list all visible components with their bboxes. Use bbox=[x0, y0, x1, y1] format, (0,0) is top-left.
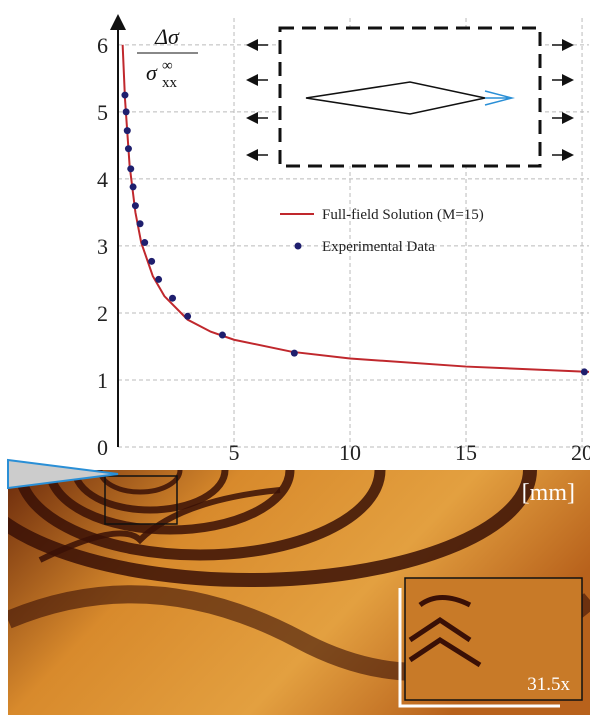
data-point bbox=[148, 257, 156, 265]
data-point bbox=[129, 183, 137, 191]
y-tick-label: 2 bbox=[97, 301, 108, 326]
data-point bbox=[127, 165, 135, 173]
data-point bbox=[184, 312, 192, 320]
x-tick-label: 20 bbox=[571, 440, 590, 465]
legend-swatch bbox=[294, 242, 302, 250]
y-label-sub: xx bbox=[162, 75, 178, 91]
data-point bbox=[580, 368, 588, 376]
data-point bbox=[290, 349, 298, 357]
loading-schematic bbox=[246, 26, 574, 168]
y-tick-label: 4 bbox=[97, 167, 108, 192]
y-tick-label: 3 bbox=[97, 234, 108, 259]
data-point bbox=[218, 331, 226, 339]
y-label-numerator: Δσ bbox=[154, 24, 180, 49]
data-point bbox=[123, 127, 131, 135]
data-point bbox=[136, 220, 144, 228]
y-label-denominator: σ bbox=[146, 60, 158, 85]
data-point bbox=[131, 202, 139, 210]
zoom-label: 31.5x bbox=[527, 674, 570, 695]
x-tick-label: 15 bbox=[455, 440, 477, 465]
data-point bbox=[155, 275, 163, 283]
y-tick-label: 6 bbox=[97, 33, 108, 58]
data-point bbox=[124, 145, 132, 153]
image-unit-label: [mm] bbox=[522, 480, 575, 506]
y-axis-label: Δσ σ ∞ xx bbox=[137, 24, 198, 91]
legend-label: Experimental Data bbox=[322, 239, 435, 255]
x-tick-label: 5 bbox=[229, 440, 240, 465]
y-tick-label: 0 bbox=[97, 435, 108, 460]
y-tick-label: 1 bbox=[97, 368, 108, 393]
data-point bbox=[121, 91, 129, 99]
x-tick-label: 10 bbox=[339, 440, 361, 465]
data-point bbox=[169, 294, 177, 302]
line bbox=[121, 44, 590, 373]
data-point bbox=[141, 239, 149, 247]
y-tick-label: 5 bbox=[97, 100, 108, 125]
data-point bbox=[122, 108, 130, 116]
y-label-sup: ∞ bbox=[162, 58, 173, 74]
fringe-image bbox=[8, 470, 590, 715]
legend-label: Full-field Solution (M=15) bbox=[322, 207, 484, 223]
